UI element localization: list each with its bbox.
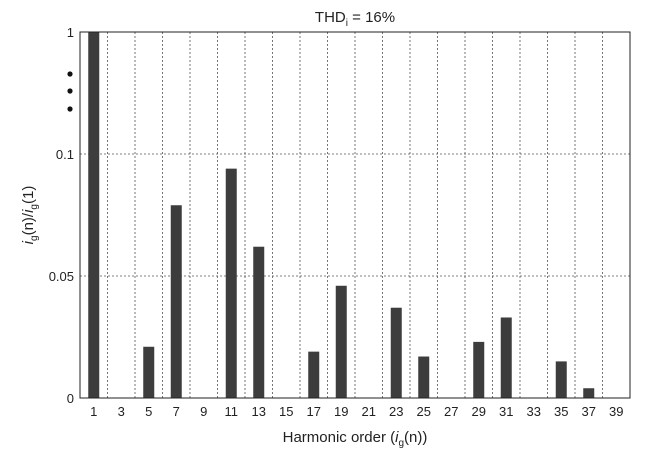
frame-layer [79,31,631,399]
x-tick-label: 27 [444,404,458,419]
break-dot [67,71,73,77]
x-tick-label: 9 [200,404,207,419]
y-axis-label: ig(n)/ig(1) [20,186,40,245]
x-tick-label: 29 [472,404,486,419]
y-tick-label: 0 [67,391,74,406]
x-axis-label: Harmonic order (ig(n)) [283,429,428,449]
bar-h5 [143,346,155,398]
y-tick-label: 0.1 [56,147,74,162]
x-tick-label: 5 [145,404,152,419]
x-tick-label: 31 [499,404,513,419]
x-tick-label: 13 [252,404,266,419]
x-tick-label: 37 [582,404,596,419]
bar-h29 [473,341,485,398]
x-tick-label: 33 [527,404,541,419]
bar-h31 [500,317,512,398]
x-tick-label: 19 [334,404,348,419]
bars-layer [88,32,595,398]
chart-title: THDi = 16% [315,9,395,29]
bar-h35 [555,361,567,398]
x-tick-label: 21 [362,404,376,419]
bar-h19 [335,285,347,398]
bar-h37 [583,388,595,398]
break-dot [67,88,73,94]
grid-layer [80,32,630,398]
x-tick-label: 35 [554,404,568,419]
y-axis-break-dots [67,71,73,112]
bar-h17 [308,351,320,398]
bar-h1 [88,32,100,398]
y-tick-label: 1 [67,25,74,40]
break-dot [67,106,73,112]
x-tick-label: 7 [173,404,180,419]
x-tick-label: 17 [307,404,321,419]
x-tick-label: 11 [225,404,239,419]
x-tick-label: 15 [279,404,293,419]
x-tick-label: 23 [389,404,403,419]
x-tick-label: 1 [90,404,97,419]
x-tick-label: 39 [609,404,623,419]
y-tick-label: 0.05 [49,269,74,284]
bar-h25 [418,356,430,398]
bar-h7 [170,205,182,398]
bar-h13 [253,246,265,398]
bar-h11 [225,168,237,398]
bar-h23 [390,307,402,398]
x-tick-label: 3 [118,404,125,419]
x-tick-label: 25 [417,404,431,419]
plot-frame [79,31,631,399]
ticks-layer: 1 3 5 7 9 11 13 15 17 19 21 23 25 27 29 31 33 35 37 3900.05… [49,25,624,419]
